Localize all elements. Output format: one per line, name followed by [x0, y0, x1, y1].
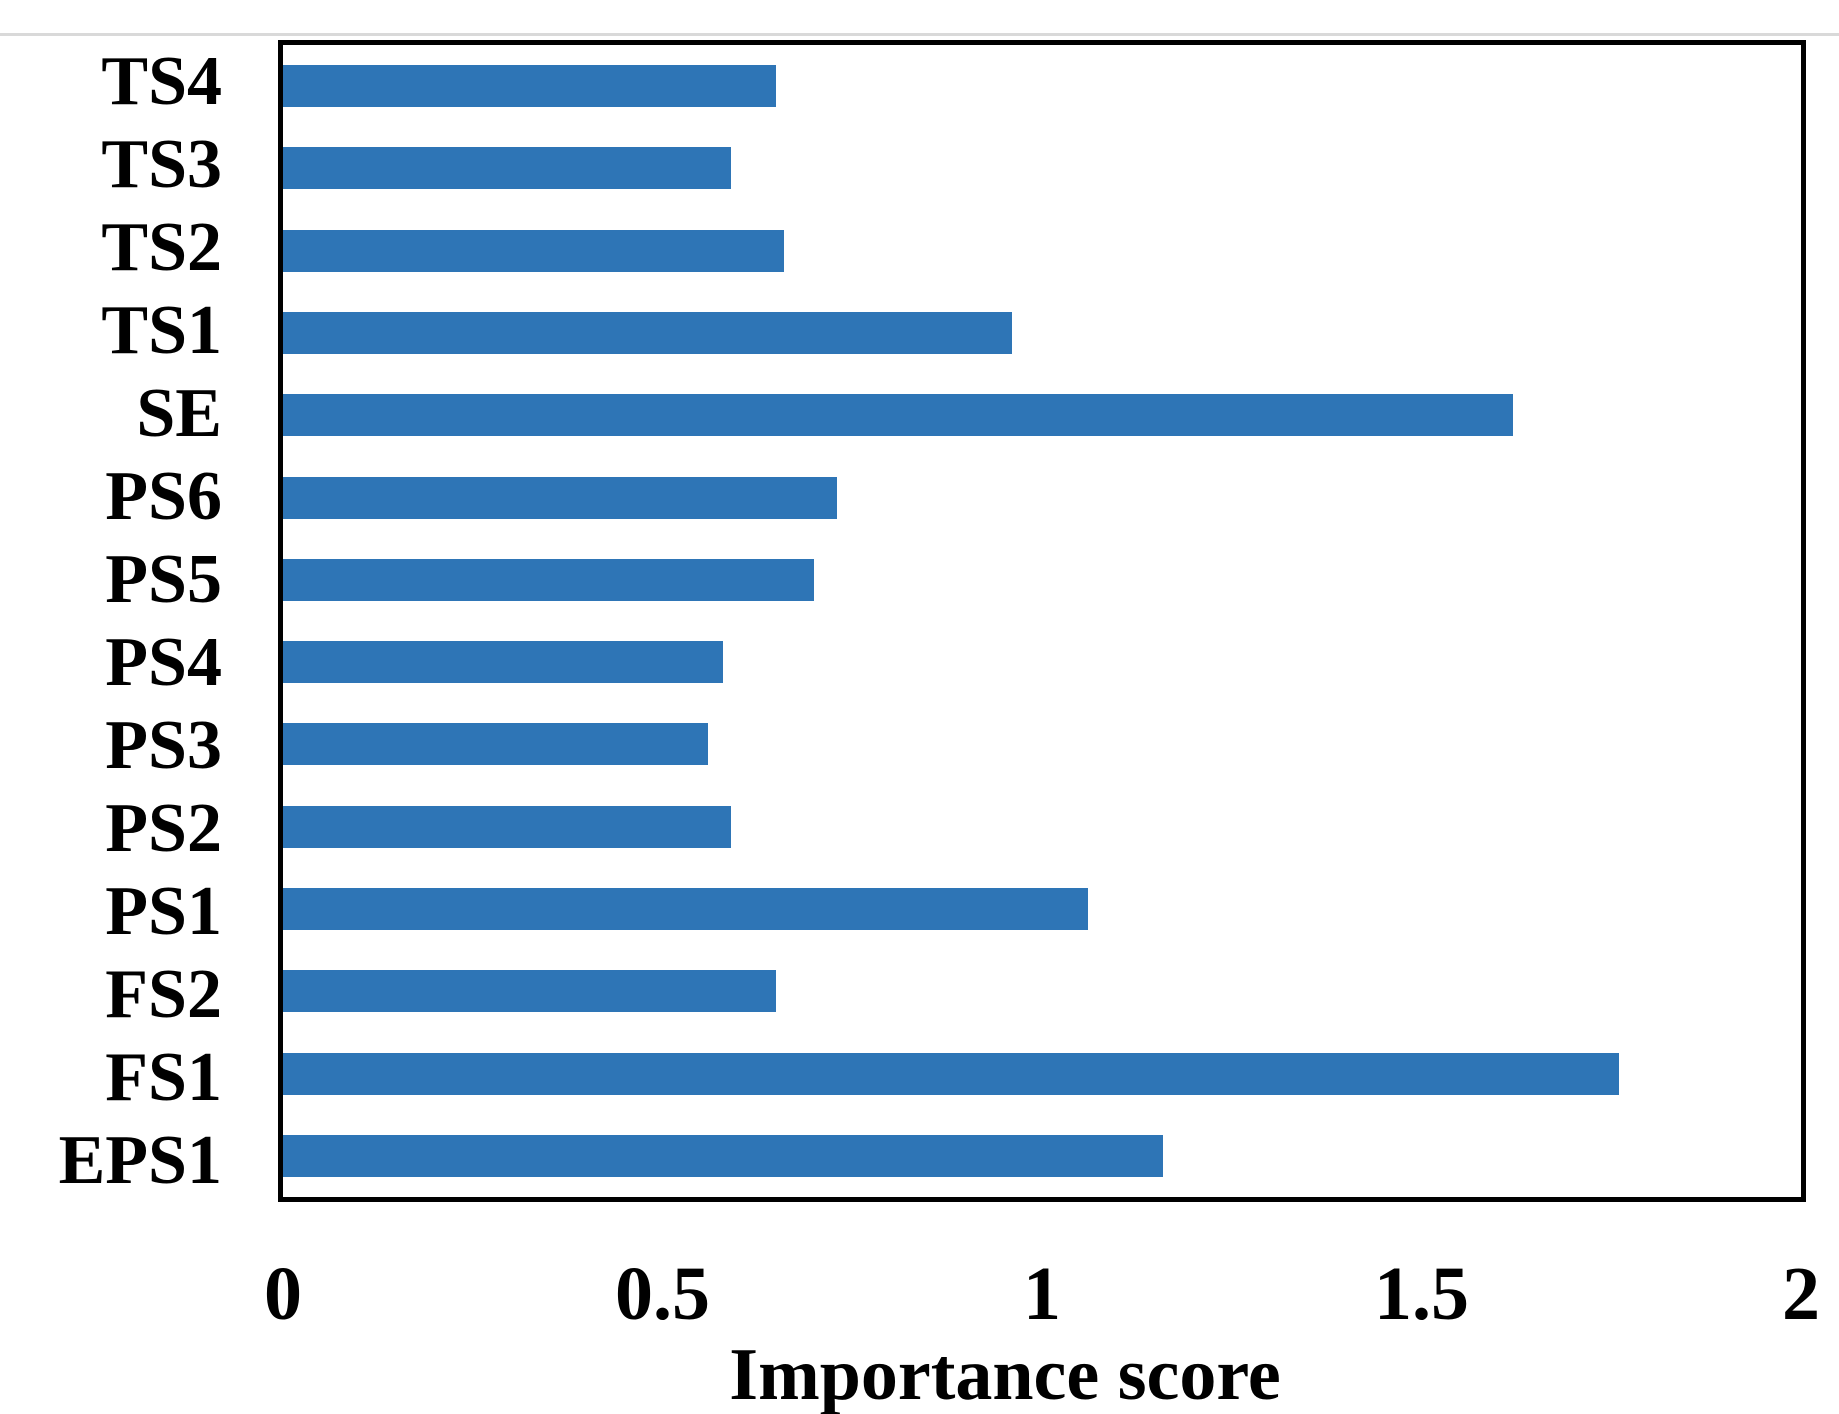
- x-tick-label: 1.5: [1374, 1252, 1469, 1336]
- category-label-row: FS1: [0, 1036, 278, 1119]
- category-label-row: PS4: [0, 621, 278, 704]
- bar-ts4: [283, 65, 777, 108]
- bar-ps1: [283, 887, 1088, 930]
- bar-row: [283, 456, 1801, 538]
- category-label: TS4: [101, 42, 222, 120]
- category-label-row: PS3: [0, 704, 278, 787]
- category-label: PS6: [105, 457, 222, 535]
- x-tick-label: 0.5: [615, 1252, 710, 1336]
- bar-row: [283, 1032, 1801, 1114]
- bar-ts2: [283, 229, 784, 272]
- bar-row: [283, 868, 1801, 950]
- x-axis-title: Importance score: [729, 1334, 1281, 1414]
- category-label: FS1: [105, 1038, 222, 1116]
- page-edge-line: [0, 33, 1839, 36]
- category-label-row: TS4: [0, 40, 278, 123]
- category-label: PS2: [105, 789, 222, 867]
- category-label-row: TS2: [0, 206, 278, 289]
- category-label-row: PS2: [0, 787, 278, 870]
- bars-container: [283, 45, 1801, 1197]
- bar-eps1: [283, 1134, 1164, 1177]
- category-label-row: EPS1: [0, 1119, 278, 1202]
- category-label-row: PS5: [0, 538, 278, 621]
- bar-ps3: [283, 723, 709, 766]
- category-label-row: PS1: [0, 870, 278, 953]
- category-label: EPS1: [58, 1121, 222, 1199]
- bar-row: [283, 127, 1801, 209]
- category-label-row: SE: [0, 372, 278, 455]
- bar-row: [283, 786, 1801, 868]
- category-label-row: FS2: [0, 953, 278, 1036]
- bar-row: [283, 621, 1801, 703]
- bar-fs2: [283, 970, 777, 1013]
- bar-se: [283, 394, 1513, 437]
- x-tick-label: 1: [1023, 1252, 1061, 1336]
- category-label: TS2: [101, 208, 222, 286]
- plot-area: [278, 40, 1806, 1202]
- category-label: PS1: [105, 872, 222, 950]
- bar-row: [283, 45, 1801, 127]
- bar-ts3: [283, 147, 731, 190]
- bar-row: [283, 374, 1801, 456]
- category-label: TS1: [101, 291, 222, 369]
- bar-ps4: [283, 641, 724, 684]
- bar-row: [283, 292, 1801, 374]
- bar-ps5: [283, 558, 815, 601]
- category-label: PS4: [105, 623, 222, 701]
- bar-row: [283, 1115, 1801, 1197]
- category-label-row: TS3: [0, 123, 278, 206]
- x-tick-label: 0: [264, 1252, 302, 1336]
- bar-row: [283, 539, 1801, 621]
- x-tick-label: 2: [1782, 1252, 1820, 1336]
- bar-ts1: [283, 311, 1012, 354]
- category-label-row: PS6: [0, 455, 278, 538]
- category-label: SE: [136, 374, 222, 452]
- category-label: PS5: [105, 540, 222, 618]
- bar-fs1: [283, 1052, 1619, 1095]
- bar-row: [283, 703, 1801, 785]
- category-label: FS2: [105, 955, 222, 1033]
- y-axis-category-labels: TS4 TS3 TS2 TS1 SE PS6 PS5 PS4 PS3 PS2 PS1 FS2 FS1 EP…: [0, 40, 278, 1202]
- bar-row: [283, 210, 1801, 292]
- bar-ps2: [283, 805, 731, 848]
- category-label: PS3: [105, 706, 222, 784]
- bar-ps6: [283, 476, 838, 519]
- category-label: TS3: [101, 125, 222, 203]
- bar-row: [283, 950, 1801, 1032]
- category-label-row: TS1: [0, 289, 278, 372]
